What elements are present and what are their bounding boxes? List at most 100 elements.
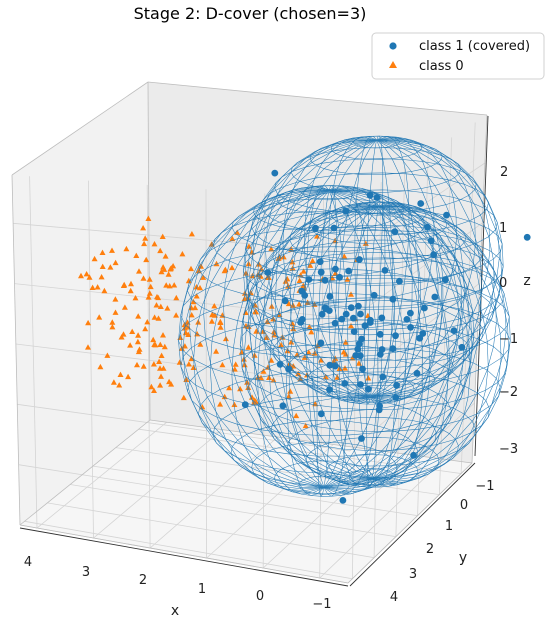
class-1-point — [326, 361, 334, 369]
class-0-point — [197, 341, 204, 347]
class-0-point — [173, 312, 180, 318]
class-1-point — [279, 402, 287, 410]
class-0-point — [185, 361, 192, 367]
class-0-point — [300, 268, 307, 274]
class-0-point — [168, 265, 175, 271]
sphere-longitude — [182, 190, 330, 488]
z-tick-label: 0 — [499, 276, 507, 291]
class-0-point — [348, 322, 354, 329]
z-ticks: 2 1 0 −1 −2 −3 — [499, 165, 518, 457]
sphere-longitude — [372, 206, 471, 484]
class-0-point — [86, 274, 93, 280]
class-1-point — [431, 293, 439, 301]
class-1-point — [357, 310, 364, 318]
class-0-point — [332, 270, 339, 276]
class-0-point — [192, 304, 199, 311]
class-0-point — [163, 282, 170, 288]
class-0-point — [348, 291, 354, 297]
class-1-point — [338, 315, 346, 323]
left-pane — [12, 82, 150, 525]
class-1-point — [342, 310, 350, 318]
class-0-point — [278, 342, 285, 348]
class-0-point — [110, 379, 117, 385]
class-0-point — [290, 325, 297, 332]
class-0-point — [222, 266, 229, 272]
class-1-point — [301, 292, 309, 299]
class-1-point — [376, 330, 384, 338]
class-1-point — [443, 211, 450, 219]
sphere-longitude — [257, 190, 330, 495]
class-0-point — [288, 339, 295, 345]
class-0-point — [98, 274, 105, 280]
class-0-point — [157, 365, 163, 371]
class-0-point — [322, 373, 329, 380]
class-0-point — [83, 271, 90, 277]
class-0-point — [140, 275, 147, 281]
sphere-longitude — [239, 206, 379, 480]
class-1-point — [347, 304, 355, 311]
class-0-point — [140, 225, 147, 231]
class-0-point — [265, 274, 272, 280]
sphere-longitude — [371, 201, 386, 480]
class-0-point — [78, 272, 84, 279]
sphere-longitude — [372, 206, 509, 480]
sphere-longitude — [312, 139, 377, 403]
class-0-point — [221, 393, 228, 400]
class-1-point — [427, 237, 435, 245]
class-0-point — [150, 361, 157, 367]
class-0-point — [112, 296, 119, 302]
class-1-point — [332, 265, 339, 273]
class-1-point — [393, 381, 400, 389]
class-1-point — [407, 309, 414, 317]
class-1-point — [317, 268, 325, 276]
class-0-point — [185, 331, 192, 337]
grid-line-z — [13, 162, 486, 254]
sphere-longitude — [372, 206, 511, 480]
pane-edge — [147, 81, 488, 116]
class-0-point — [151, 241, 158, 247]
class-0-point — [217, 319, 224, 325]
class-0-point — [219, 361, 226, 368]
y-tick-label: 3 — [409, 567, 417, 582]
y-tick-label: −1 — [475, 479, 494, 494]
class-0-point — [143, 256, 150, 263]
sphere-longitude — [178, 190, 330, 488]
x-tick-label: 1 — [198, 582, 206, 597]
class-0-point — [125, 373, 132, 380]
sphere-longitude — [193, 190, 330, 490]
class-0-point — [85, 344, 91, 350]
pane-edge — [19, 524, 349, 584]
class-0-point — [135, 313, 142, 319]
class-0-point — [118, 334, 125, 340]
class-0-point — [245, 344, 252, 350]
class-1-point — [407, 324, 414, 331]
sphere-longitude — [323, 187, 443, 488]
sphere-longitude — [323, 190, 475, 488]
sphere-longitude — [372, 206, 424, 487]
class-1-point — [241, 401, 249, 409]
class-1-point — [326, 386, 333, 393]
class-1-point — [417, 200, 425, 207]
class-0-point — [171, 282, 178, 288]
class-0-point — [213, 348, 220, 354]
class-0-point — [211, 303, 218, 309]
class-1-point — [281, 297, 289, 305]
sphere-longitude — [262, 204, 379, 480]
class-0-point — [342, 365, 348, 371]
class-0-point — [311, 350, 318, 356]
class-0-point — [241, 361, 248, 368]
sphere-longitude — [180, 190, 330, 488]
class-1-point — [450, 327, 458, 334]
z-tick-label: 1 — [499, 221, 507, 236]
class-1-point — [389, 345, 397, 353]
y-axis-line — [349, 462, 476, 587]
x-tick-label: 2 — [139, 573, 147, 588]
chart-title: Stage 2: D-cover (chosen=3) — [134, 4, 367, 23]
pane-edge — [471, 114, 488, 464]
class-0-point — [365, 375, 372, 381]
class-1-point — [317, 339, 325, 347]
sphere-longitude — [282, 137, 377, 398]
x-ticks: 4 3 2 1 0 −1 — [24, 555, 332, 612]
sphere-longitude — [268, 206, 379, 483]
class-0-point — [159, 233, 166, 239]
